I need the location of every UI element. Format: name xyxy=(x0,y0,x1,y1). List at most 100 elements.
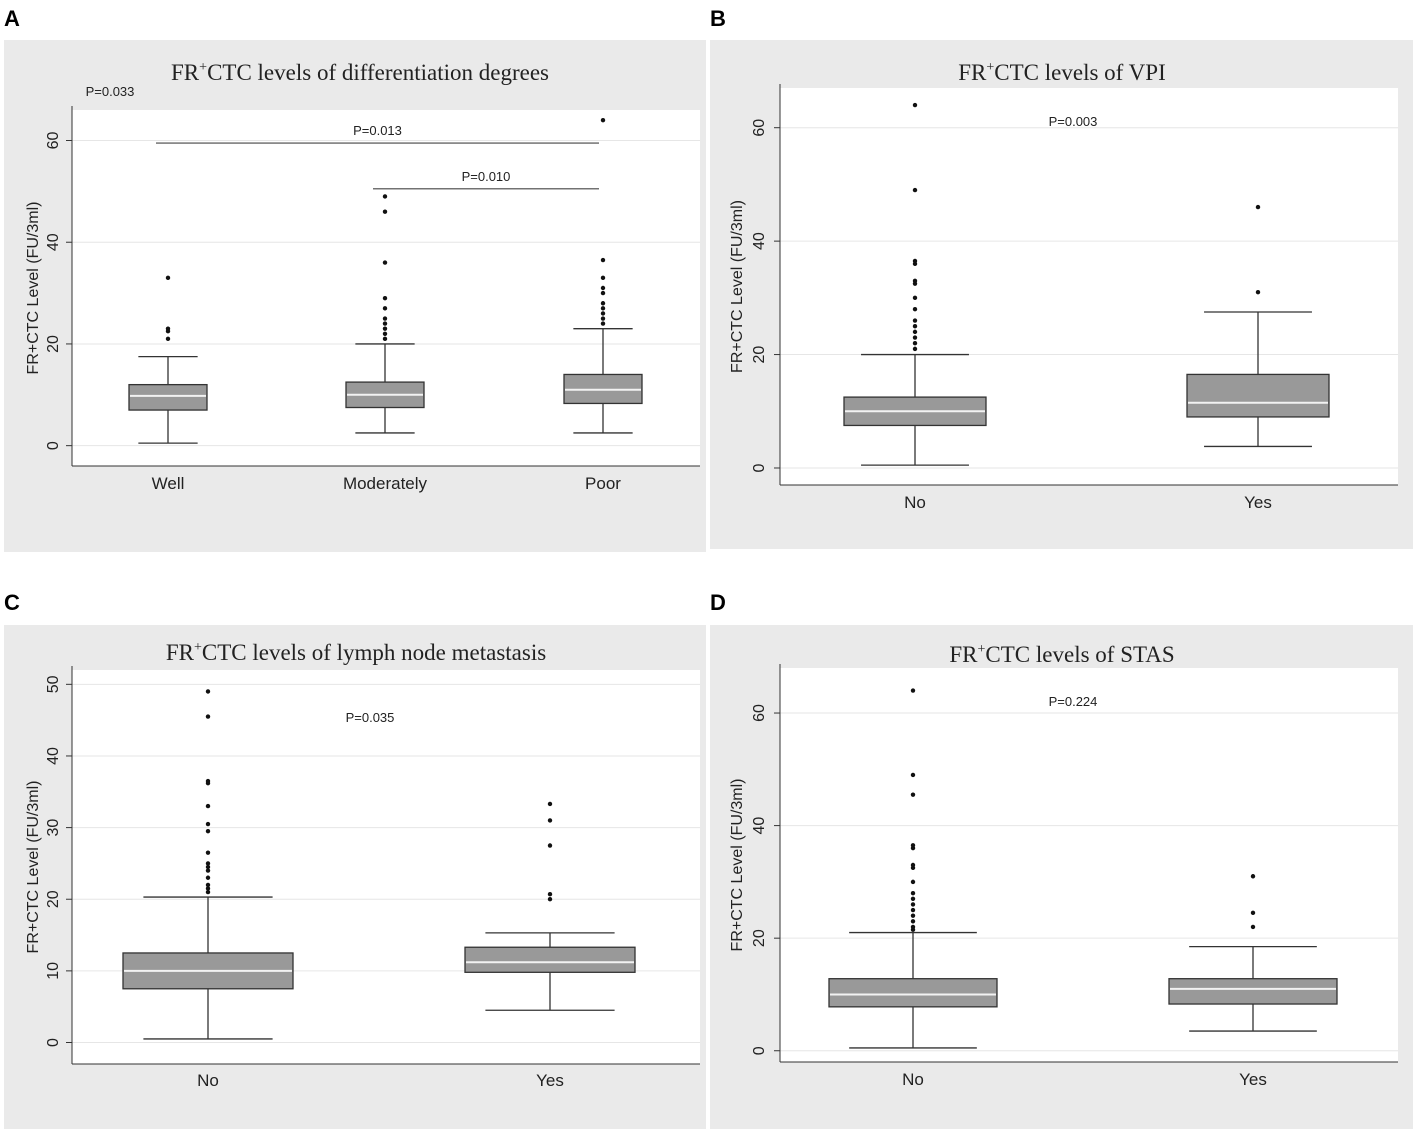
outlier-point xyxy=(600,285,606,291)
y-axis-label: FR+CTC Level (FU/3ml) xyxy=(25,781,42,954)
chart-title-superscript: + xyxy=(986,60,994,75)
y-axis-label: FR+CTC Level (FU/3ml) xyxy=(25,202,42,375)
outlier-point xyxy=(205,828,211,834)
chart-title-prefix: FR xyxy=(171,60,200,85)
iqr-box xyxy=(1186,373,1330,418)
outlier-point xyxy=(382,295,388,301)
y-tick-label: 40 xyxy=(45,747,62,765)
outlier-point xyxy=(205,850,211,855)
outlier-point xyxy=(205,689,211,694)
outlier-point xyxy=(547,843,553,848)
outlier-point xyxy=(205,803,211,809)
outlier-point xyxy=(205,882,211,888)
outlier-point xyxy=(600,290,606,296)
x-category-label: No xyxy=(904,493,926,512)
outlier-point xyxy=(912,318,918,323)
iqr-box xyxy=(128,383,208,411)
y-tick-label: 60 xyxy=(751,119,768,137)
outlier-point xyxy=(910,919,916,924)
y-tick-label: 20 xyxy=(751,929,768,947)
outlier-point xyxy=(165,326,171,331)
chart-title-prefix: FR xyxy=(949,642,978,667)
outlier-point xyxy=(205,868,211,873)
outlier-point xyxy=(910,772,916,778)
y-tick-label: 40 xyxy=(751,232,768,250)
y-tick-label: 50 xyxy=(45,675,62,693)
y-axis-label: FR+CTC Level (FU/3ml) xyxy=(729,779,746,952)
chart-d: 0 20 40 60 FR+CTC levels of STAS FR+CTC Level… xyxy=(729,642,1398,1089)
y-tick-label: 40 xyxy=(751,817,768,835)
chart-title-superscript: + xyxy=(978,642,986,657)
outlier-point xyxy=(205,778,211,784)
outlier-point xyxy=(910,890,916,896)
chart-title-prefix: FR xyxy=(958,60,987,85)
p-value-label: P=0.035 xyxy=(346,710,395,725)
outlier-point xyxy=(600,321,606,326)
outlier-point xyxy=(382,260,388,265)
outlier-point xyxy=(165,336,171,342)
box-yes xyxy=(1186,204,1330,448)
panel-letter-b: B xyxy=(710,6,726,31)
x-category-label: No xyxy=(902,1070,924,1089)
iqr-box xyxy=(1168,978,1338,1005)
outlier-point xyxy=(600,257,606,263)
y-tick-label: 60 xyxy=(45,132,62,150)
box-yes xyxy=(1168,874,1338,1032)
x-category-label: No xyxy=(197,1071,219,1090)
outlier-point xyxy=(912,329,918,335)
p-value-label: P=0.013 xyxy=(353,123,402,138)
outlier-point xyxy=(382,194,388,199)
outlier-point xyxy=(1255,204,1261,210)
iqr-box xyxy=(828,978,998,1008)
y-tick-label: 10 xyxy=(45,962,62,980)
outlier-point xyxy=(600,117,606,123)
y-tick-label: 0 xyxy=(751,463,768,472)
outlier-point xyxy=(205,889,211,895)
x-category-label: Yes xyxy=(1244,493,1272,512)
outlier-point xyxy=(912,258,918,264)
p-value-label: P=0.224 xyxy=(1049,694,1098,709)
box-no xyxy=(843,102,987,466)
iqr-box xyxy=(464,946,636,973)
y-axis-label: FR+CTC Level (FU/3ml) xyxy=(729,200,746,373)
outlier-point xyxy=(600,301,606,306)
panel-letter-c: C xyxy=(4,590,20,615)
chart-title-superscript: + xyxy=(199,60,207,75)
box-yes xyxy=(464,801,636,1011)
outlier-point xyxy=(205,886,211,891)
outlier-point xyxy=(910,913,916,918)
chart-title-rest: CTC levels of STAS xyxy=(985,642,1174,667)
y-tick-label: 20 xyxy=(45,890,62,908)
outlier-point xyxy=(910,924,916,930)
outlier-point xyxy=(912,102,918,108)
outlier-point xyxy=(910,792,916,797)
outlier-point xyxy=(912,187,918,193)
outlier-point xyxy=(910,843,916,848)
chart-title: FR+CTC levels of STAS xyxy=(949,642,1174,667)
outlier-point xyxy=(1255,289,1261,295)
outlier-point xyxy=(547,897,553,902)
outlier-point xyxy=(912,341,918,346)
box-moderately xyxy=(345,194,425,434)
chart-b: 0 20 40 60 FR+CTC levels of VPI FR+CTC Level … xyxy=(729,60,1398,512)
outlier-point xyxy=(205,864,211,870)
box-no xyxy=(122,689,294,1040)
chart-title: FR+CTC levels of differentiation degrees xyxy=(171,60,549,85)
y-tick-label: 20 xyxy=(751,346,768,364)
plot-area xyxy=(72,110,700,466)
outlier-point xyxy=(382,306,388,311)
y-tick-label: 0 xyxy=(751,1046,768,1055)
outlier-point xyxy=(912,278,918,284)
outlier-point xyxy=(600,275,606,281)
panel-letter-a: A xyxy=(4,6,20,31)
outlier-point xyxy=(382,209,388,214)
outlier-point xyxy=(910,862,916,868)
outlier-point xyxy=(910,896,916,901)
box-no xyxy=(828,688,998,1049)
chart-title: FR+CTC levels of lymph node metastasis xyxy=(166,640,546,665)
outlier-point xyxy=(1250,910,1256,916)
outlier-point xyxy=(910,902,916,907)
p-value-label: P=0.003 xyxy=(1049,114,1098,129)
outlier-point xyxy=(205,821,211,827)
